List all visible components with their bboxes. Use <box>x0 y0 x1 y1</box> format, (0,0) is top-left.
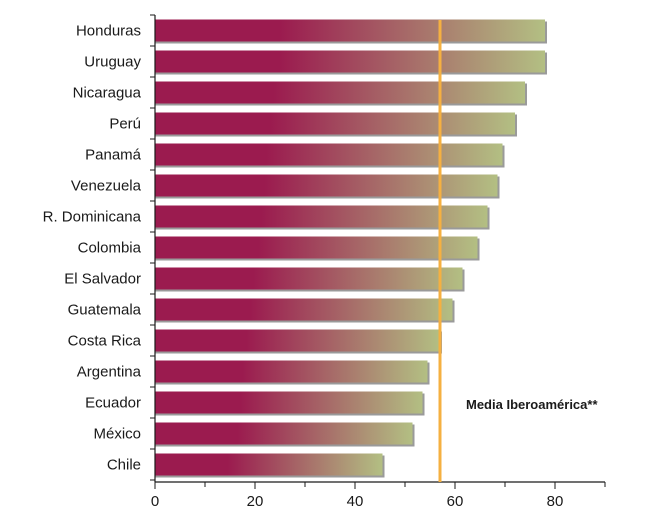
category-label: Chile <box>107 457 141 474</box>
x-tick-label: 20 <box>247 493 264 510</box>
x-tick-label: 60 <box>447 493 464 510</box>
category-label: Costa Rica <box>68 333 142 350</box>
category-label: Argentina <box>77 364 142 381</box>
category-label: Honduras <box>76 23 141 40</box>
category-label: Nicaragua <box>73 85 142 102</box>
bar <box>155 298 453 321</box>
bar <box>155 391 423 414</box>
bar <box>155 19 545 42</box>
category-label: Perú <box>109 116 141 133</box>
bar <box>155 174 498 197</box>
bar <box>155 360 428 383</box>
x-tick-label: 40 <box>347 493 364 510</box>
bar <box>155 422 413 445</box>
category-label: Guatemala <box>68 302 142 319</box>
category-labels: Honduras Uruguay Nicaragua Perú Panamá Venezu… <box>43 23 142 474</box>
category-label: Uruguay <box>84 54 141 71</box>
x-tick-label: 80 <box>547 493 564 510</box>
reference-layer: Media Iberoamérica** <box>438 20 598 482</box>
bar <box>155 143 503 166</box>
category-label: Colombia <box>78 240 142 257</box>
bar <box>155 453 383 476</box>
bar <box>155 236 478 259</box>
category-label: Panamá <box>85 147 142 164</box>
reference-line-label: Media Iberoamérica** <box>466 397 598 412</box>
category-label: Venezuela <box>71 178 142 195</box>
category-label: Ecuador <box>85 395 141 412</box>
category-label: El Salvador <box>64 271 141 288</box>
x-tick-label: 0 <box>151 493 159 510</box>
bars-layer <box>155 19 547 478</box>
category-label: México <box>93 426 141 443</box>
bar <box>155 81 525 104</box>
axes-layer: 0 20 40 60 80 <box>150 14 606 510</box>
category-label: R. Dominicana <box>43 209 142 226</box>
bar <box>155 50 545 73</box>
bar <box>155 112 515 135</box>
bar <box>155 267 463 290</box>
bar <box>155 329 440 352</box>
bar <box>155 205 488 228</box>
